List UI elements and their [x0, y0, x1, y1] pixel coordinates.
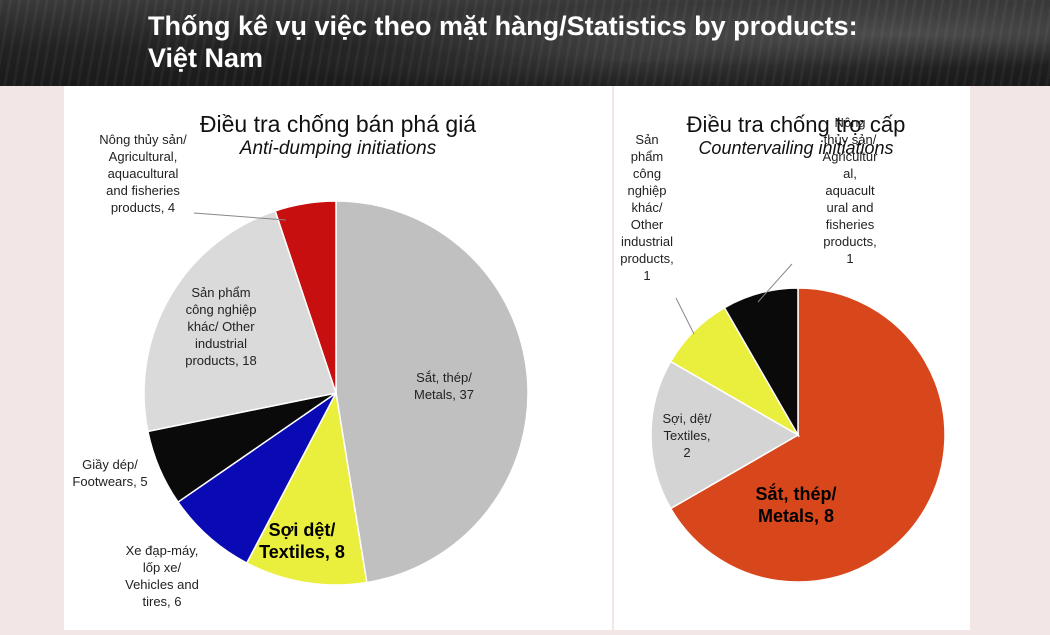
anti-dumping-slice-label-2: Sợi dệt/Textiles, 8 — [259, 520, 345, 562]
anti-dumping-chart-subtitle: Anti-dumping initiations — [239, 138, 437, 159]
countervailing-slice-1 — [669, 287, 946, 583]
anti-dumping-slices — [143, 200, 529, 586]
anti-dumping-leader-line-6 — [193, 212, 287, 221]
anti-dumping-chart-panel: Điều tra chống bán phá giá Sắt, thép/Meta… — [64, 86, 612, 630]
countervailing-leader-line-3 — [675, 297, 695, 335]
countervailing-slices — [650, 287, 946, 583]
header-background-texture — [0, 0, 1050, 86]
countervailing-chart-subtitle: Countervailing initiations — [698, 138, 893, 158]
anti-dumping-slice-1 — [335, 200, 529, 584]
countervailing-slice-2 — [650, 360, 800, 510]
slide-title-line-2: Việt Nam — [148, 43, 264, 73]
anti-dumping-slice-3 — [176, 392, 337, 565]
countervailing-slice-label-3: Sản phẩm công nghiệp khác/Other industrial pro… — [620, 132, 673, 283]
countervailing-slice-label-4: Nông thủy sản/Agricultur al, aquacult ural a… — [823, 115, 879, 266]
anti-dumping-pie-chart: Điều tra chống bán phá giá Sắt, thép/Meta… — [72, 111, 529, 609]
anti-dumping-slice-5 — [143, 209, 337, 433]
countervailing-chart-title: Điều tra chống trợ cấp — [687, 112, 906, 137]
anti-dumping-slice-label-6: Nông thủy sản/Agricultural, aquacultural a… — [99, 132, 187, 215]
anti-dumping-slice-label-5: Sản phẩm công nghiệp khác/ Other industrial… — [185, 285, 257, 368]
slide-title-line-1: Thống kê vụ việc theo mặt hàng/Statistic… — [148, 11, 858, 41]
anti-dumping-slice-6 — [274, 200, 337, 394]
countervailing-leader-line-4 — [757, 263, 793, 303]
countervailing-chart-panel: Điều tra chống trợ cấp Sắt, thép/Metals, … — [614, 86, 970, 630]
countervailing-pie-chart: Điều tra chống trợ cấp Sắt, thép/Metals, … — [620, 112, 946, 583]
anti-dumping-slice-label-1: Sắt, thép/Metals, 37 — [414, 370, 474, 402]
slide-title: Thống kê vụ việc theo mặt hàng/Statistic… — [148, 10, 968, 74]
anti-dumping-slice-2 — [245, 390, 368, 586]
anti-dumping-chart-title: Điều tra chống bán phá giá — [200, 111, 476, 137]
countervailing-slice-label-1: Sắt, thép/Metals, 8 — [755, 483, 836, 526]
countervailing-slice-4 — [723, 287, 799, 438]
anti-dumping-slice-label-3: Xe đạp-máy, lốp xe/Vehicles and tires, 6 — [125, 543, 199, 609]
slide-header: Thống kê vụ việc theo mặt hàng/Statistic… — [0, 0, 1050, 86]
countervailing-slice-label-2: Sợi, dệt/Textiles, 2 — [663, 411, 712, 460]
anti-dumping-slice-label-4: Giầy dép/Footwears, 5 — [72, 457, 147, 489]
